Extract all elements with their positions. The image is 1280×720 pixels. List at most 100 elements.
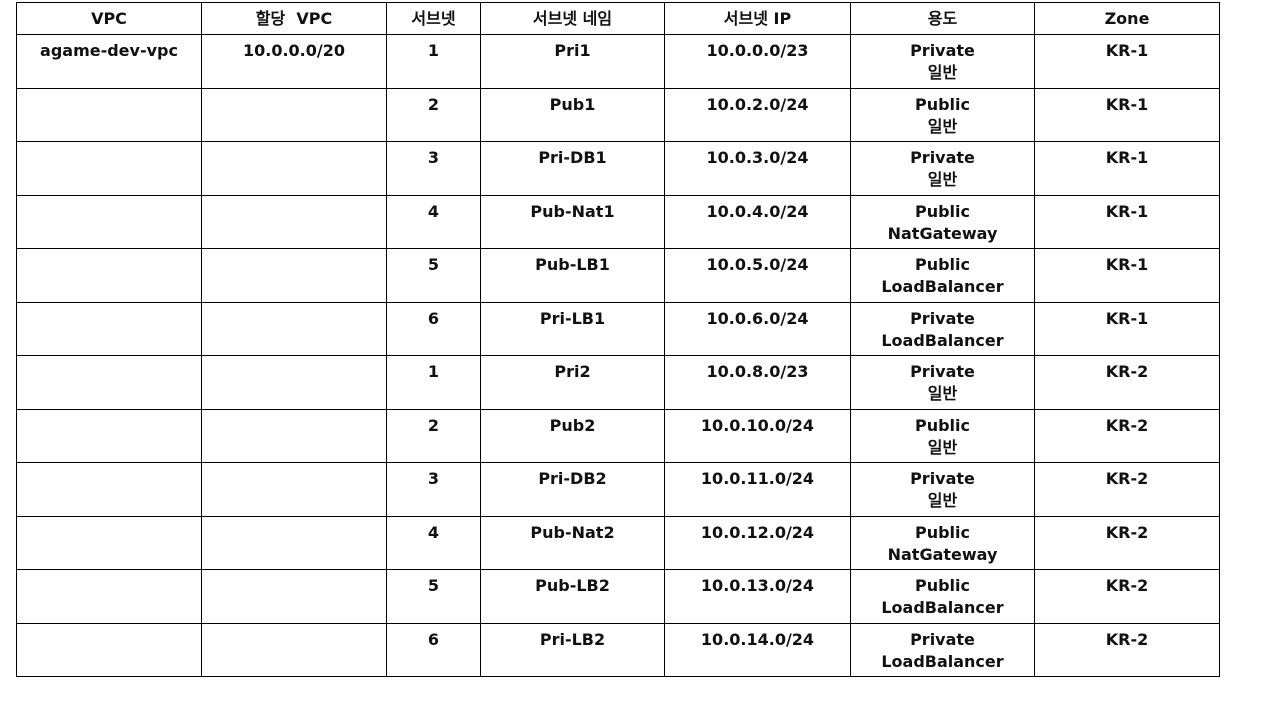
usage-cell: Public 일반 bbox=[850, 87, 1035, 142]
usage-purpose: 일반 bbox=[927, 63, 958, 82]
subnet-name-cell: Pub2 bbox=[480, 408, 665, 463]
vpc-cell bbox=[16, 248, 202, 303]
subnet-ip-cell: 10.0.4.0/24 bbox=[664, 194, 851, 249]
usage-cell: Private 일반 bbox=[850, 355, 1035, 410]
vpc-cell bbox=[16, 408, 202, 463]
vpc-cell bbox=[16, 462, 202, 517]
table-row: 5 Pub-LB2 10.0.13.0/24 Public LoadBalancer KR… bbox=[16, 569, 1220, 624]
subnet-number-cell: 6 bbox=[386, 622, 481, 677]
usage-type: Public bbox=[914, 94, 971, 114]
subnet-ip-cell: 10.0.11.0/24 bbox=[664, 462, 851, 517]
subnet-name-cell: Pub-LB2 bbox=[480, 569, 665, 624]
subnet-number-cell: 1 bbox=[386, 34, 481, 89]
usage-purpose: 일반 bbox=[927, 491, 958, 510]
usage-cell: Public NatGateway bbox=[850, 194, 1035, 249]
subnet-number-cell: 5 bbox=[386, 248, 481, 303]
usage-type: Public bbox=[914, 576, 971, 595]
allocated-vpc-cell bbox=[201, 408, 387, 463]
subnet-ip-cell: 10.0.13.0/24 bbox=[664, 569, 851, 624]
usage-type: Private bbox=[910, 469, 975, 488]
table-row: 2 Pub2 10.0.10.0/24 Public 일반 KR-2 bbox=[16, 408, 1220, 463]
subnet-number-cell: 3 bbox=[386, 141, 481, 196]
subnet-number-cell: 5 bbox=[386, 569, 481, 624]
usage-purpose: 일반 bbox=[927, 437, 958, 457]
header-subnet-ip: 서브넷 IP bbox=[664, 2, 851, 35]
table-row: 4 Pub-Nat2 10.0.12.0/24 Public NatGateway KR-… bbox=[16, 515, 1220, 570]
header-zone: Zone bbox=[1034, 2, 1220, 35]
usage-purpose: LoadBalancer bbox=[881, 277, 1004, 296]
usage-type: Private bbox=[910, 41, 975, 60]
allocated-vpc-cell bbox=[201, 248, 387, 303]
vpc-cell bbox=[16, 515, 202, 570]
vpc-cell bbox=[16, 301, 202, 356]
vpc-cell: agame-dev-vpc bbox=[16, 34, 202, 89]
subnet-name-cell: Pub-Nat1 bbox=[480, 194, 665, 249]
usage-type: Private bbox=[910, 362, 975, 381]
allocated-vpc-cell bbox=[201, 301, 387, 356]
zone-cell: KR-1 bbox=[1034, 141, 1220, 196]
allocated-vpc-cell: 10.0.0.0/20 bbox=[201, 34, 387, 89]
allocated-vpc-cell bbox=[201, 141, 387, 196]
vpc-cell bbox=[16, 569, 202, 624]
usage-cell: Private 일반 bbox=[850, 462, 1035, 517]
zone-cell: KR-1 bbox=[1034, 248, 1220, 303]
zone-cell: KR-2 bbox=[1034, 462, 1220, 517]
header-subnet-name: 서브넷 네임 bbox=[480, 2, 665, 35]
usage-cell: Public LoadBalancer bbox=[850, 248, 1035, 303]
subnet-ip-cell: 10.0.2.0/24 bbox=[664, 87, 851, 142]
allocated-vpc-cell bbox=[201, 569, 387, 624]
header-row: VPC 할당 VPC 서브넷 서브넷 네임 서브넷 IP 용도 Zone bbox=[16, 2, 1220, 35]
usage-type: Public bbox=[914, 522, 971, 542]
zone-cell: KR-1 bbox=[1034, 194, 1220, 249]
subnet-number-cell: 2 bbox=[386, 408, 481, 463]
subnet-name-cell: Pri-DB2 bbox=[480, 462, 665, 517]
vpc-cell bbox=[16, 355, 202, 410]
allocated-vpc-cell bbox=[201, 622, 387, 677]
zone-cell: KR-2 bbox=[1034, 355, 1220, 410]
usage-purpose: LoadBalancer bbox=[881, 651, 1004, 671]
subnet-name-cell: Pri1 bbox=[480, 34, 665, 89]
usage-type: Private bbox=[910, 308, 975, 328]
zone-cell: KR-1 bbox=[1034, 301, 1220, 356]
usage-cell: Private 일반 bbox=[850, 141, 1035, 196]
subnet-table: VPC 할당 VPC 서브넷 서브넷 네임 서브넷 IP 용도 Zone aga… bbox=[16, 2, 1220, 677]
subnet-ip-cell: 10.0.8.0/23 bbox=[664, 355, 851, 410]
subnet-name-cell: Pri-LB2 bbox=[480, 622, 665, 677]
usage-cell: Public NatGateway bbox=[850, 515, 1035, 570]
usage-cell: Private LoadBalancer bbox=[850, 622, 1035, 677]
subnet-ip-cell: 10.0.3.0/24 bbox=[664, 141, 851, 196]
usage-type: Private bbox=[910, 148, 975, 167]
subnet-number-cell: 1 bbox=[386, 355, 481, 410]
zone-cell: KR-2 bbox=[1034, 569, 1220, 624]
subnet-number-cell: 2 bbox=[386, 87, 481, 142]
table-row: 4 Pub-Nat1 10.0.4.0/24 Public NatGateway KR-1 bbox=[16, 194, 1220, 249]
header-allocated-vpc: 할당 VPC bbox=[201, 2, 387, 35]
zone-cell: KR-1 bbox=[1034, 87, 1220, 142]
header-vpc: VPC bbox=[16, 2, 202, 35]
header-subnet: 서브넷 bbox=[386, 2, 481, 35]
subnet-name-cell: Pub-LB1 bbox=[480, 248, 665, 303]
allocated-vpc-cell bbox=[201, 515, 387, 570]
vpc-cell bbox=[16, 622, 202, 677]
subnet-name-cell: Pri2 bbox=[480, 355, 665, 410]
usage-purpose: 일반 bbox=[927, 116, 958, 136]
table-row: 3 Pri-DB2 10.0.11.0/24 Private 일반 KR-2 bbox=[16, 462, 1220, 517]
zone-cell: KR-2 bbox=[1034, 622, 1220, 677]
usage-cell: Private 일반 bbox=[850, 34, 1035, 89]
subnet-ip-cell: 10.0.5.0/24 bbox=[664, 248, 851, 303]
subnet-number-cell: 3 bbox=[386, 462, 481, 517]
table-row: 5 Pub-LB1 10.0.5.0/24 Public LoadBalancer KR-… bbox=[16, 248, 1220, 303]
subnet-name-cell: Pub-Nat2 bbox=[480, 515, 665, 570]
vpc-cell bbox=[16, 141, 202, 196]
subnet-number-cell: 6 bbox=[386, 301, 481, 356]
table-row: agame-dev-vpc 10.0.0.0/20 1 Pri1 10.0.0.0/23… bbox=[16, 34, 1220, 89]
zone-cell: KR-2 bbox=[1034, 515, 1220, 570]
usage-type: Public bbox=[914, 415, 971, 435]
zone-cell: KR-1 bbox=[1034, 34, 1220, 89]
usage-purpose: LoadBalancer bbox=[881, 330, 1004, 350]
usage-cell: Public LoadBalancer bbox=[850, 569, 1035, 624]
vpc-cell bbox=[16, 87, 202, 142]
subnet-name-cell: Pub1 bbox=[480, 87, 665, 142]
table-row: 6 Pri-LB1 10.0.6.0/24 Private LoadBalancer KR… bbox=[16, 301, 1220, 356]
usage-purpose: NatGateway bbox=[887, 544, 998, 564]
